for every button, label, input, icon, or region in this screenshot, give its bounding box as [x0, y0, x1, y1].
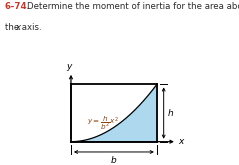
- Text: $y = \dfrac{h}{b^2}x^2$: $y = \dfrac{h}{b^2}x^2$: [87, 115, 119, 132]
- Text: y: y: [66, 62, 71, 71]
- Text: h: h: [168, 109, 174, 117]
- Text: x: x: [16, 23, 21, 32]
- Text: b: b: [111, 156, 117, 165]
- Text: axis.: axis.: [19, 23, 41, 32]
- Text: x: x: [179, 137, 184, 146]
- Text: 6–74.: 6–74.: [5, 2, 31, 11]
- Text: the: the: [5, 23, 22, 32]
- Text: Determine the moment of inertia for the area about: Determine the moment of inertia for the …: [27, 2, 239, 11]
